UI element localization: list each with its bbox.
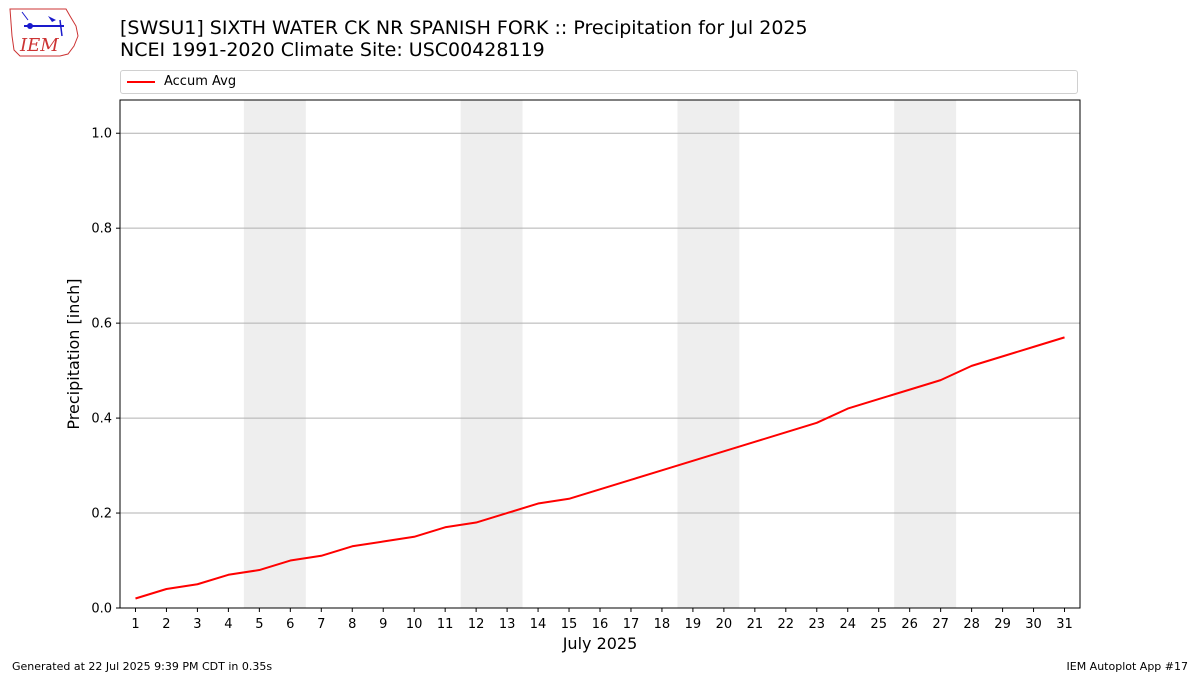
x-tick-label: 1	[131, 617, 139, 632]
legend: Accum Avg	[120, 70, 1078, 94]
x-tick-label: 15	[561, 617, 578, 632]
weekend-shade-4	[894, 100, 957, 608]
x-tick-label: 8	[348, 617, 356, 632]
x-tick-label: 12	[468, 617, 485, 632]
weekend-shading-group	[243, 100, 957, 608]
x-tick-label: 31	[1056, 617, 1073, 632]
y-tick-label: 0.6	[91, 317, 112, 332]
generated-timestamp: Generated at 22 Jul 2025 9:39 PM CDT in …	[12, 660, 273, 673]
x-tick-label: 2	[162, 617, 170, 632]
title-line-2: NCEI 1991-2020 Climate Site: USC00428119	[120, 39, 545, 61]
x-tick-label: 20	[716, 617, 733, 632]
iem-iowa-logo-icon: IEM	[8, 6, 80, 60]
x-tick-label: 18	[654, 617, 671, 632]
series-group	[135, 336, 1065, 600]
y-axis-label: Precipitation [inch]	[64, 278, 83, 429]
grid-lines	[120, 132, 1080, 514]
x-tick-label: 16	[592, 617, 609, 632]
x-tick-label: 5	[255, 617, 263, 632]
x-tick-label: 26	[901, 617, 918, 632]
x-tick-label: 25	[870, 617, 887, 632]
weekend-shade-1	[243, 100, 306, 608]
x-axis-ticks: 1 2 3 4 5 6 7 8 9 10 11 12 13 14 15 16 17 18 19 20 21 22 23 24 2…	[131, 608, 1073, 632]
x-tick-label: 29	[994, 617, 1011, 632]
y-tick-label: 0.2	[91, 507, 112, 522]
legend-line-swatch	[127, 81, 155, 83]
legend-label: Accum Avg	[164, 74, 237, 89]
x-tick-label: 14	[530, 617, 547, 632]
x-tick-label: 4	[224, 617, 232, 632]
x-tick-label: 22	[778, 617, 795, 632]
weekend-shade-2	[460, 100, 523, 608]
x-tick-label: 24	[839, 617, 856, 632]
app-label: IEM Autoplot App #17	[1066, 660, 1189, 673]
x-tick-label: 6	[286, 617, 294, 632]
chart-title: [SWSU1] SIXTH WATER CK NR SPANISH FORK :…	[120, 17, 808, 61]
x-tick-label: 23	[809, 617, 826, 632]
x-tick-label: 30	[1025, 617, 1042, 632]
x-tick-label: 3	[193, 617, 201, 632]
y-tick-label: 0.4	[91, 412, 112, 427]
x-tick-label: 13	[499, 617, 516, 632]
logo-text: IEM	[19, 35, 59, 56]
series-line-accum-avg	[135, 336, 1065, 600]
x-tick-label: 17	[623, 617, 640, 632]
y-axis-ticks: 0.0 0.2 0.4 0.6 0.8 1.0	[91, 127, 120, 617]
x-tick-label: 21	[747, 617, 764, 632]
x-tick-label: 27	[932, 617, 949, 632]
title-line-1: [SWSU1] SIXTH WATER CK NR SPANISH FORK :…	[120, 17, 808, 39]
y-tick-label: 0.0	[91, 602, 112, 617]
weekend-shade-3	[677, 100, 740, 608]
y-tick-label: 0.8	[91, 222, 112, 237]
y-tick-label: 1.0	[91, 127, 112, 142]
x-tick-label: 7	[317, 617, 325, 632]
x-axis-label: July 2025	[562, 634, 638, 653]
x-tick-label: 19	[685, 617, 702, 632]
x-tick-label: 28	[963, 617, 980, 632]
x-tick-label: 10	[406, 617, 423, 632]
x-tick-label: 9	[379, 617, 387, 632]
x-tick-label: 11	[437, 617, 454, 632]
